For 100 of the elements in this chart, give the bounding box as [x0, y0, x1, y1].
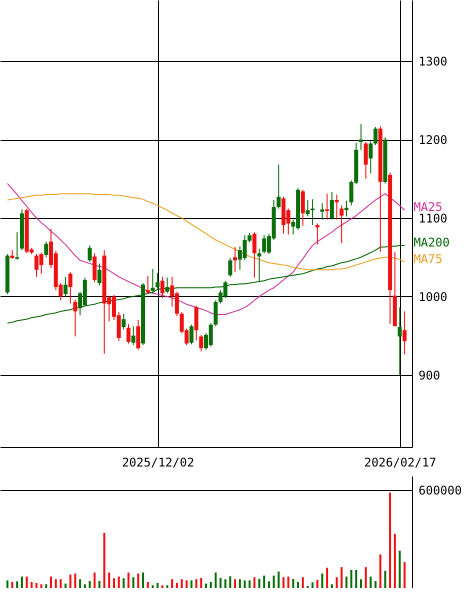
- candlestick: [340, 204, 344, 244]
- bar: [297, 582, 300, 588]
- bar: [190, 580, 192, 588]
- bar: [384, 570, 386, 588]
- bar: [278, 572, 280, 588]
- candlestick: [276, 164, 281, 210]
- bar: [326, 568, 328, 588]
- bar: [35, 582, 38, 588]
- candlestick: [233, 246, 238, 273]
- bar: [394, 534, 396, 588]
- candlestick: [88, 244, 92, 262]
- bar: [26, 576, 28, 588]
- bar: [268, 581, 270, 588]
- bar: [137, 573, 140, 588]
- candlestick: [398, 306, 402, 376]
- bar: [128, 572, 130, 588]
- bar: [340, 567, 343, 588]
- candlestick: [374, 126, 378, 146]
- bar: [404, 562, 406, 588]
- candlestick: [122, 313, 126, 330]
- bar: [350, 570, 352, 588]
- bar: [258, 578, 260, 588]
- bar: [98, 580, 100, 588]
- bar: [11, 582, 14, 588]
- candlestick: [146, 276, 150, 295]
- bar: [54, 579, 57, 588]
- candlestick: [214, 300, 218, 327]
- candlestick: [156, 272, 160, 290]
- candlestick: [165, 277, 170, 294]
- bar: [103, 532, 106, 588]
- candlestick: [325, 193, 330, 220]
- candlestick: [252, 232, 256, 278]
- bar: [156, 582, 159, 588]
- y-tick-label: 1100: [418, 212, 448, 226]
- bar: [364, 567, 367, 588]
- bar: [142, 572, 144, 588]
- bar: [205, 584, 207, 588]
- bar: [171, 579, 174, 588]
- bar: [244, 580, 246, 588]
- bar: [195, 579, 198, 588]
- candlestick: [368, 140, 373, 174]
- candlestick: [150, 268, 155, 294]
- bar: [379, 554, 382, 588]
- bar: [108, 572, 110, 588]
- bar: [321, 573, 324, 588]
- x-tick-label: 2025/12/02: [122, 456, 194, 470]
- bar: [336, 577, 338, 588]
- candlestick: [306, 199, 310, 217]
- candlestick: [131, 326, 136, 346]
- bar: [370, 576, 372, 588]
- bar: [146, 582, 149, 588]
- bar: [292, 578, 294, 588]
- candlestick: [402, 310, 407, 355]
- y-tick-label: 1300: [418, 54, 448, 69]
- candlestick: [300, 189, 305, 226]
- bar: [330, 584, 333, 588]
- bar: [210, 582, 212, 588]
- candlestick: [64, 276, 68, 297]
- bar: [6, 580, 8, 588]
- bar: [282, 577, 284, 588]
- bar: [45, 584, 48, 588]
- bar: [152, 585, 154, 588]
- series-label: MA25: [414, 200, 442, 214]
- bar: [302, 577, 304, 588]
- candlestick: [136, 319, 140, 350]
- bar: [234, 579, 236, 588]
- bar: [40, 584, 42, 588]
- bar: [88, 580, 91, 588]
- candlestick: [330, 192, 334, 220]
- bar: [94, 572, 96, 588]
- y-tick-label: 1000: [418, 290, 448, 304]
- bar: [312, 582, 314, 588]
- bar: [238, 579, 241, 588]
- bar: [50, 576, 52, 588]
- bar: [224, 579, 226, 588]
- bar: [374, 580, 377, 588]
- bar: [180, 579, 183, 588]
- candlestick: [257, 248, 262, 282]
- bar: [263, 576, 266, 588]
- bar: [186, 580, 188, 588]
- candlestick: [199, 334, 204, 352]
- bar: [30, 582, 33, 588]
- candlestick: [334, 194, 339, 220]
- candlestick: [194, 305, 198, 341]
- bar: [79, 579, 82, 588]
- bar: [69, 574, 72, 588]
- series-label: MA200: [414, 235, 450, 250]
- candlestick: [68, 272, 72, 304]
- bar: [287, 576, 290, 588]
- bar: [166, 585, 168, 588]
- candlestick: [126, 323, 131, 344]
- bar: [248, 580, 251, 588]
- y-tick-label: 1200: [418, 133, 448, 148]
- bar: [112, 578, 115, 588]
- bar: [74, 573, 76, 588]
- bar: [132, 577, 134, 588]
- bar: [229, 576, 232, 588]
- bar: [118, 576, 120, 588]
- bar: [316, 580, 318, 588]
- candlestick: [73, 299, 78, 337]
